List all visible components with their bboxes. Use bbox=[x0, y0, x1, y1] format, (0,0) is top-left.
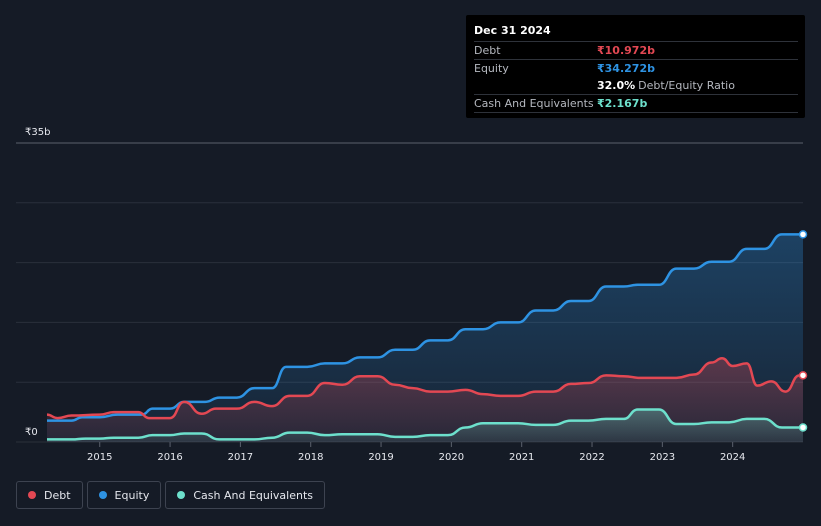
tooltip-date: Dec 31 2024 bbox=[474, 24, 551, 37]
tooltip-cash-row: Cash And Equivalents ₹2.167b bbox=[474, 94, 798, 113]
x-tick-label: 2024 bbox=[720, 452, 745, 463]
tooltip-debt-value: ₹10.972b bbox=[597, 43, 655, 57]
x-tick-label: 2015 bbox=[87, 452, 112, 463]
chart-legend: Debt Equity Cash And Equivalents bbox=[16, 481, 325, 509]
legend-debt-label: Debt bbox=[44, 488, 71, 502]
tooltip-ratio-label: Debt/Equity Ratio bbox=[638, 78, 735, 92]
tooltip-equity-value: ₹34.272b bbox=[597, 61, 655, 75]
tooltip-debt-row: Debt ₹10.972b bbox=[474, 41, 798, 59]
legend-cash-dot bbox=[177, 491, 186, 499]
x-tick-label: 2021 bbox=[509, 452, 534, 463]
legend-item-debt[interactable]: Debt bbox=[16, 481, 83, 509]
tooltip-debt-label: Debt bbox=[474, 43, 501, 57]
x-tick-label: 2018 bbox=[298, 452, 323, 463]
legend-equity-label: Equity bbox=[114, 488, 150, 502]
tooltip-cash-value: ₹2.167b bbox=[597, 96, 648, 110]
data-tooltip: Dec 31 2024 Debt ₹10.972b Equity ₹34.272… bbox=[466, 15, 805, 118]
x-tick-label: 2020 bbox=[439, 452, 464, 463]
legend-cash-label: Cash And Equivalents bbox=[193, 488, 313, 502]
tooltip-ratio-row: 32.0% Debt/Equity Ratio bbox=[474, 77, 798, 94]
legend-item-cash[interactable]: Cash And Equivalents bbox=[165, 481, 325, 509]
endpoint-equity bbox=[798, 230, 808, 239]
line-cash-and-equivalents bbox=[47, 408, 803, 441]
endpoint-markers bbox=[798, 230, 808, 432]
x-tick-label: 2016 bbox=[157, 452, 182, 463]
series-lines bbox=[46, 233, 803, 441]
area-cash-and-equivalents bbox=[47, 409, 803, 442]
y-tick-label: ₹0 bbox=[25, 427, 38, 438]
tooltip-equity-label: Equity bbox=[474, 61, 509, 75]
legend-debt-dot bbox=[28, 491, 36, 499]
y-axis-ticks: ₹35b ₹0 bbox=[25, 127, 50, 438]
legend-equity-dot bbox=[98, 491, 107, 499]
x-axis-ticks: 2015 2016 2017 2018 2019 2020 2021 2022 2023 2024 bbox=[87, 442, 745, 463]
endpoint-debt bbox=[798, 371, 808, 380]
tooltip-ratio-value: 32.0% bbox=[597, 78, 636, 92]
x-tick-label: 2017 bbox=[228, 452, 253, 463]
line-equity bbox=[47, 233, 803, 422]
x-tick-label: 2022 bbox=[579, 452, 604, 463]
x-tick-label: 2019 bbox=[368, 452, 393, 463]
endpoint-cash-and-equivalents bbox=[798, 423, 808, 432]
tooltip-cash-label: Cash And Equivalents bbox=[474, 96, 594, 110]
tooltip-equity-row: Equity ₹34.272b bbox=[474, 59, 798, 77]
x-tick-label: 2023 bbox=[650, 452, 675, 463]
legend-item-equity[interactable]: Equity bbox=[86, 481, 162, 509]
y-tick-label: ₹35b bbox=[25, 127, 50, 138]
line-debt bbox=[46, 357, 803, 420]
series-areas bbox=[47, 234, 803, 442]
